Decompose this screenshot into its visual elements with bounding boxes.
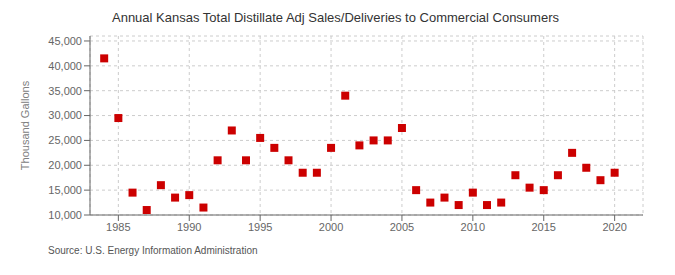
svg-text:40,000: 40,000	[48, 60, 82, 72]
html-text:Annual Kansas Total Distillate: Annual Kansas Total Distillate Adj Sales…	[112, 10, 559, 25]
svg-text:20,000: 20,000	[48, 159, 82, 171]
svg-text:45,000: 45,000	[48, 35, 82, 47]
svg-text:15,000: 15,000	[48, 184, 82, 196]
svg-text:2015: 2015	[532, 221, 556, 233]
svg-text:25,000: 25,000	[48, 134, 82, 146]
svg-text:2000: 2000	[319, 221, 343, 233]
svg-text:10,000: 10,000	[48, 209, 82, 221]
svg-text:2020: 2020	[602, 221, 626, 233]
svg-text:2010: 2010	[461, 221, 485, 233]
svg-text:2005: 2005	[390, 221, 414, 233]
svg-text:1985: 1985	[106, 221, 130, 233]
html-text:Source: U.S. Energy Informatio: Source: U.S. Energy Information Administ…	[48, 245, 258, 256]
svg-text:30,000: 30,000	[48, 109, 82, 121]
svg-text:35,000: 35,000	[48, 85, 82, 97]
svg-text:Thousand Gallons: Thousand Gallons	[19, 80, 31, 170]
svg-text:1995: 1995	[248, 221, 272, 233]
svg-text:1990: 1990	[177, 221, 201, 233]
